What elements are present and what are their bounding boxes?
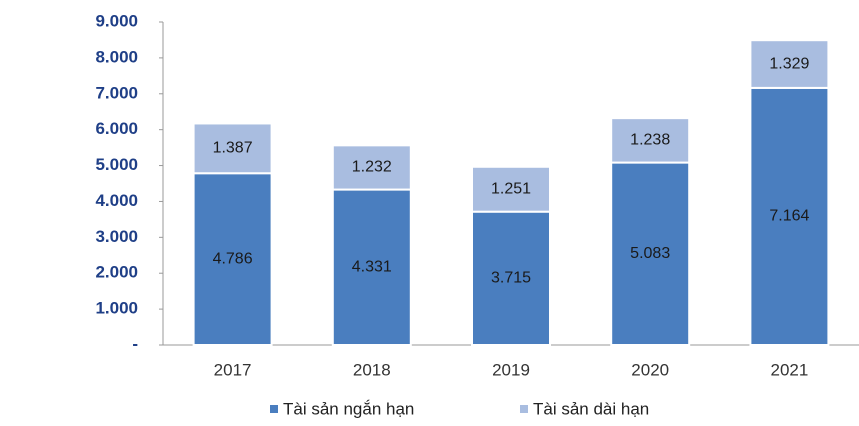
value-label: 1.251 <box>491 180 531 197</box>
y-tick-label: 6.000 <box>95 119 138 138</box>
value-label: 4.331 <box>352 259 392 276</box>
bar-segment <box>610 117 691 164</box>
x-tick-label: 2017 <box>214 360 252 379</box>
y-tick-label: 8.000 <box>95 47 138 66</box>
value-label: 7.164 <box>769 208 809 225</box>
legend-label: Tài sản ngắn hạn <box>283 399 414 418</box>
y-tick-label: 7.000 <box>95 83 138 102</box>
value-label: 3.715 <box>491 270 531 287</box>
value-label: 5.083 <box>630 245 670 262</box>
legend-swatch <box>270 405 278 413</box>
y-tick-label: 3.000 <box>95 227 138 246</box>
bar-segment <box>471 165 551 213</box>
y-tick-label: 2.000 <box>95 263 138 282</box>
bar-segment <box>610 161 691 346</box>
bar-segment <box>192 122 273 175</box>
y-tick-label: 9.000 <box>95 11 138 30</box>
x-tick-label: 2020 <box>631 360 669 379</box>
y-tick-label: 4.000 <box>95 191 138 210</box>
value-label: 1.238 <box>630 132 670 149</box>
y-tick-label: - <box>132 334 138 353</box>
bar-segment <box>749 39 830 89</box>
x-tick-label: 2021 <box>770 360 808 379</box>
value-label: 1.387 <box>213 140 253 157</box>
value-label: 1.329 <box>769 55 809 72</box>
x-tick-label: 2019 <box>492 360 530 379</box>
y-tick-label: 1.000 <box>95 299 138 318</box>
bar-segment <box>331 144 412 191</box>
value-label: 4.786 <box>213 250 253 267</box>
legend-label: Tài sản dài hạn <box>533 399 649 418</box>
bar-segment <box>192 172 273 346</box>
legend-swatch <box>520 405 528 413</box>
bar-segment <box>471 210 551 346</box>
x-tick-label: 2018 <box>353 360 391 379</box>
value-label: 1.232 <box>352 159 392 176</box>
y-tick-label: 5.000 <box>95 155 138 174</box>
